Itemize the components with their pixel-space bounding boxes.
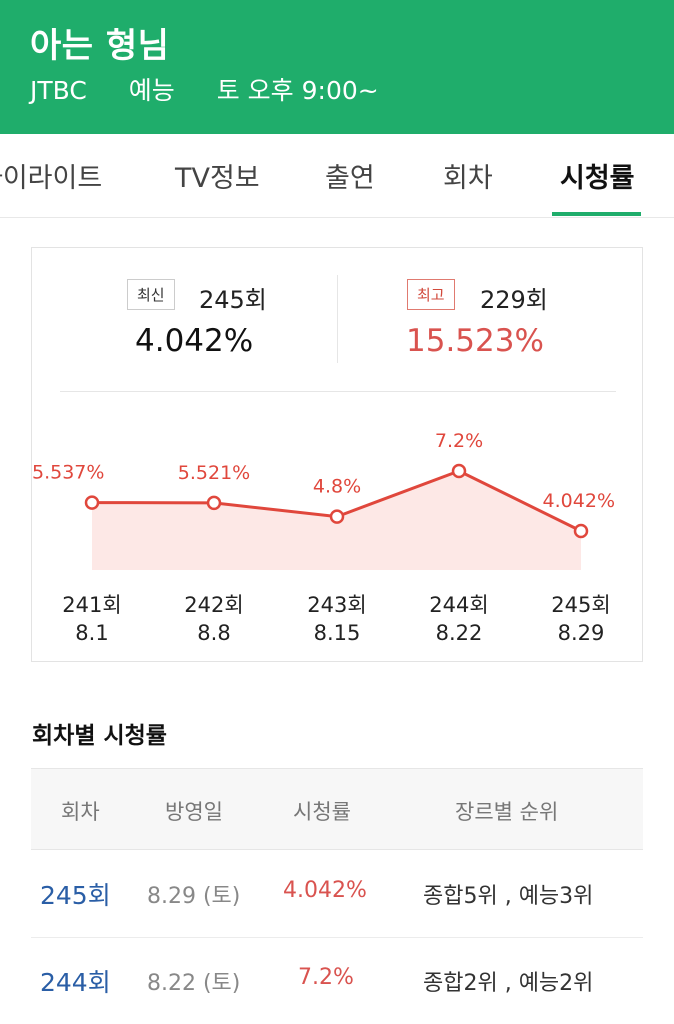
tab-ratings[interactable]: 시청률: [560, 163, 635, 194]
header-episode: 회차: [61, 800, 100, 824]
tick-date: 8.1: [75, 621, 109, 645]
air-date: 8.29 (토): [147, 884, 241, 909]
chart-x-tick-label: 242회 8.8: [169, 591, 259, 647]
latest-badge: 최신: [127, 279, 175, 310]
episode-link[interactable]: 244회: [40, 968, 111, 997]
rating-value: 7.2%: [298, 965, 354, 990]
chart-data-label: 5.521%: [178, 462, 250, 484]
genre-rank: 종합2위 , 예능2위: [423, 971, 594, 996]
program-meta: JTBC 예능 토 오후 9:00~: [30, 71, 413, 107]
tick-episode: 241회: [62, 593, 122, 617]
genre-rank: 종합5위 , 예능3위: [423, 884, 594, 909]
best-episode: 229회: [480, 286, 548, 314]
tick-date: 8.15: [313, 621, 361, 645]
latest-episode: 245회: [199, 286, 267, 314]
chart-data-label: 4.8%: [313, 476, 361, 498]
ratings-line-chart: 5.537% 5.521% 4.8% 7.2% 4.042%: [32, 430, 615, 570]
tab-highlight[interactable]: 하이라이트: [0, 163, 103, 194]
tab-cast[interactable]: 출연: [325, 163, 375, 194]
active-tab-indicator: [552, 212, 641, 216]
chart-point: [84, 495, 100, 510]
tab-tv-info[interactable]: TV정보: [175, 163, 260, 194]
chart-data-label: 7.2%: [435, 430, 483, 452]
chart-point: [206, 495, 222, 511]
tick-episode: 245회: [551, 593, 611, 617]
header-air-date: 방영일: [165, 800, 223, 824]
tick-episode: 244회: [429, 593, 489, 617]
latest-rating: 4.042%: [135, 323, 254, 359]
chart-x-tick-label: 241회 8.1: [47, 591, 137, 647]
tick-episode: 242회: [184, 593, 244, 617]
header-genre-rank: 장르별 순위: [455, 800, 559, 824]
summary-divider: [337, 275, 338, 363]
rating-value: 4.042%: [283, 878, 367, 903]
channel-name: JTBC: [30, 76, 87, 105]
chart-point: [451, 463, 467, 479]
tick-episode: 243회: [307, 593, 367, 617]
tick-date: 8.22: [435, 621, 483, 645]
chart-point: [329, 509, 345, 524]
tab-bar: 하이라이트 TV정보 출연 회차 시청률: [0, 134, 674, 218]
tick-date: 8.29: [557, 621, 605, 645]
chart-x-tick-label: 243회 8.15: [292, 591, 382, 647]
episode-ratings-title: 회차별 시청률: [32, 723, 167, 749]
program-title: 아는 형님: [30, 26, 170, 66]
air-date: 8.22 (토): [147, 971, 241, 996]
episode-link[interactable]: 245회: [40, 881, 111, 910]
tick-date: 8.8: [197, 621, 231, 645]
table-row: 245회 8.29 (토) 4.042% 종합5위 , 예능3위: [31, 851, 643, 938]
tab-episodes[interactable]: 회차: [443, 163, 493, 194]
card-divider: [60, 391, 616, 392]
broadcast-schedule: 토 오후 9:00~: [216, 76, 379, 105]
chart-data-label: 5.537%: [32, 462, 104, 484]
best-badge: 최고: [407, 279, 455, 310]
genre-label: 예능: [128, 76, 175, 105]
table-row: 244회 8.22 (토) 7.2% 종합2위 , 예능2위: [31, 938, 643, 1024]
table-header: 회차 방영일 시청률 장르별 순위: [31, 768, 643, 850]
chart-data-label: 4.042%: [543, 490, 615, 512]
app-header: 아는 형님 JTBC 예능 토 오후 9:00~: [0, 0, 674, 134]
chart-point: [573, 523, 589, 539]
ratings-summary-card: 최신 245회 4.042% 최고 229회 15.523% 5.537% 5.5…: [31, 247, 643, 662]
best-rating: 15.523%: [406, 323, 544, 359]
chart-x-tick-label: 244회 8.22: [414, 591, 504, 647]
header-rating: 시청률: [293, 800, 351, 824]
chart-x-tick-label: 245회 8.29: [536, 591, 626, 647]
